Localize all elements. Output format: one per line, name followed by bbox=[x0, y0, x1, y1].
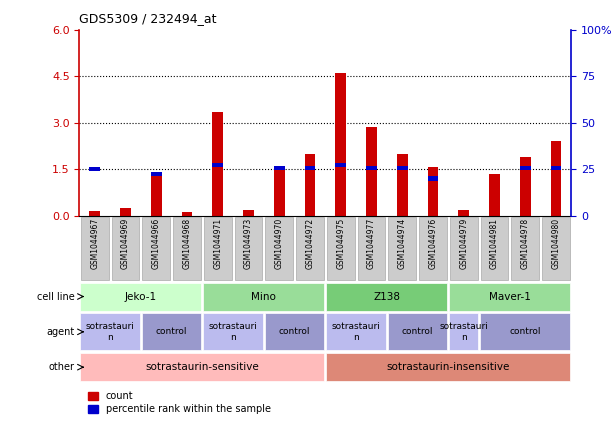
Text: GSM1044979: GSM1044979 bbox=[459, 218, 468, 269]
FancyBboxPatch shape bbox=[142, 313, 202, 350]
FancyBboxPatch shape bbox=[81, 353, 324, 381]
Text: control: control bbox=[402, 327, 433, 336]
FancyBboxPatch shape bbox=[265, 313, 324, 350]
Text: cell line: cell line bbox=[37, 291, 75, 302]
Text: GDS5309 / 232494_at: GDS5309 / 232494_at bbox=[79, 12, 217, 25]
Bar bbox=[397, 166, 408, 170]
Text: GSM1044978: GSM1044978 bbox=[521, 218, 530, 269]
Text: GSM1044976: GSM1044976 bbox=[428, 218, 437, 269]
Bar bbox=[520, 157, 530, 216]
Text: GSM1044971: GSM1044971 bbox=[213, 218, 222, 269]
Text: agent: agent bbox=[46, 327, 75, 337]
FancyBboxPatch shape bbox=[204, 217, 232, 280]
Text: other: other bbox=[48, 362, 75, 372]
FancyBboxPatch shape bbox=[449, 283, 570, 310]
FancyBboxPatch shape bbox=[296, 217, 324, 280]
FancyBboxPatch shape bbox=[235, 217, 262, 280]
Bar bbox=[305, 154, 315, 216]
Text: sotrastauri
n: sotrastauri n bbox=[332, 322, 381, 341]
FancyBboxPatch shape bbox=[511, 217, 539, 280]
FancyBboxPatch shape bbox=[142, 217, 170, 280]
FancyBboxPatch shape bbox=[326, 313, 386, 350]
FancyBboxPatch shape bbox=[449, 313, 478, 350]
FancyBboxPatch shape bbox=[327, 217, 354, 280]
Bar bbox=[366, 166, 377, 170]
Text: Maver-1: Maver-1 bbox=[489, 291, 531, 302]
Bar bbox=[366, 127, 377, 216]
Bar bbox=[489, 174, 500, 216]
Text: GSM1044967: GSM1044967 bbox=[90, 218, 100, 269]
Text: GSM1044974: GSM1044974 bbox=[398, 218, 407, 269]
Bar bbox=[520, 166, 530, 170]
FancyBboxPatch shape bbox=[203, 313, 263, 350]
Text: control: control bbox=[510, 327, 541, 336]
Bar bbox=[274, 166, 285, 216]
Text: GSM1044966: GSM1044966 bbox=[152, 218, 161, 269]
FancyBboxPatch shape bbox=[357, 217, 386, 280]
Text: Z138: Z138 bbox=[373, 291, 400, 302]
Text: Jeko-1: Jeko-1 bbox=[125, 291, 157, 302]
Bar bbox=[305, 166, 315, 170]
Bar bbox=[551, 141, 562, 216]
Text: control: control bbox=[156, 327, 188, 336]
Bar bbox=[213, 162, 223, 167]
Text: Mino: Mino bbox=[252, 291, 276, 302]
Bar bbox=[181, 212, 192, 216]
FancyBboxPatch shape bbox=[81, 313, 140, 350]
FancyBboxPatch shape bbox=[326, 283, 447, 310]
Text: sotrastaurin-sensitive: sotrastaurin-sensitive bbox=[145, 362, 259, 372]
FancyBboxPatch shape bbox=[112, 217, 139, 280]
FancyBboxPatch shape bbox=[388, 313, 447, 350]
Bar bbox=[397, 154, 408, 216]
Bar bbox=[89, 211, 100, 216]
FancyBboxPatch shape bbox=[81, 217, 109, 280]
Text: sotrastauri
n: sotrastauri n bbox=[86, 322, 134, 341]
Text: GSM1044981: GSM1044981 bbox=[490, 218, 499, 269]
FancyBboxPatch shape bbox=[326, 353, 570, 381]
FancyBboxPatch shape bbox=[450, 217, 478, 280]
Text: GSM1044977: GSM1044977 bbox=[367, 218, 376, 269]
Text: control: control bbox=[279, 327, 310, 336]
FancyBboxPatch shape bbox=[173, 217, 201, 280]
FancyBboxPatch shape bbox=[389, 217, 416, 280]
Bar bbox=[428, 176, 438, 181]
Bar bbox=[120, 208, 131, 216]
FancyBboxPatch shape bbox=[542, 217, 569, 280]
Bar bbox=[243, 209, 254, 216]
Text: GSM1044975: GSM1044975 bbox=[336, 218, 345, 269]
Text: GSM1044968: GSM1044968 bbox=[183, 218, 191, 269]
Text: sotrastauri
n: sotrastauri n bbox=[209, 322, 258, 341]
Legend: count, percentile rank within the sample: count, percentile rank within the sample bbox=[84, 387, 274, 418]
Text: sotrastauri
n: sotrastauri n bbox=[439, 322, 488, 341]
Bar bbox=[274, 166, 285, 170]
Bar bbox=[89, 167, 100, 171]
Bar bbox=[335, 73, 346, 216]
FancyBboxPatch shape bbox=[265, 217, 293, 280]
FancyBboxPatch shape bbox=[481, 217, 508, 280]
Text: GSM1044980: GSM1044980 bbox=[551, 218, 560, 269]
Bar bbox=[213, 112, 223, 216]
Bar bbox=[151, 172, 162, 176]
Bar bbox=[458, 209, 469, 216]
Bar bbox=[428, 167, 438, 216]
Bar bbox=[551, 166, 562, 170]
FancyBboxPatch shape bbox=[419, 217, 447, 280]
Text: GSM1044970: GSM1044970 bbox=[275, 218, 284, 269]
Text: sotrastaurin-insensitive: sotrastaurin-insensitive bbox=[387, 362, 510, 372]
Text: GSM1044969: GSM1044969 bbox=[121, 218, 130, 269]
FancyBboxPatch shape bbox=[203, 283, 324, 310]
Text: GSM1044972: GSM1044972 bbox=[306, 218, 315, 269]
Bar bbox=[151, 174, 162, 216]
Text: GSM1044973: GSM1044973 bbox=[244, 218, 253, 269]
FancyBboxPatch shape bbox=[81, 283, 202, 310]
FancyBboxPatch shape bbox=[480, 313, 570, 350]
Bar bbox=[335, 162, 346, 167]
